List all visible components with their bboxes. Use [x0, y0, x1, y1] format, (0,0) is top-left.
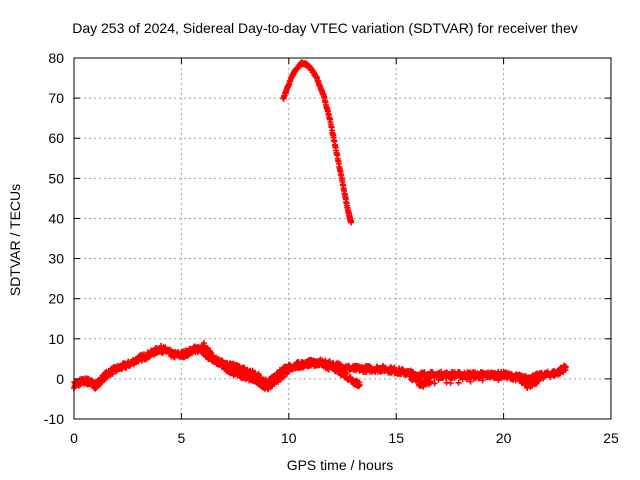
data-point [562, 363, 569, 370]
series-spike-trace [280, 59, 355, 226]
data-point [431, 380, 438, 387]
plot-border [73, 57, 612, 420]
data-points [71, 59, 569, 393]
data-point [257, 377, 264, 384]
y-tick-label: 0 [56, 371, 64, 387]
data-point [511, 373, 518, 380]
data-point [356, 381, 363, 388]
y-tick-label: 80 [48, 50, 64, 66]
data-point [319, 359, 326, 366]
x-tick-label: 20 [496, 430, 512, 446]
data-point [447, 379, 454, 386]
data-point [435, 376, 442, 383]
y-tick-label: 20 [48, 291, 64, 307]
data-point [491, 372, 498, 379]
chart-title: Day 253 of 2024, Sidereal Day-to-day VTE… [72, 20, 578, 36]
x-tick-label: 25 [603, 430, 619, 446]
data-point [337, 365, 344, 372]
data-point [325, 366, 332, 373]
data-point [427, 378, 434, 385]
data-point [439, 374, 446, 381]
data-point [300, 364, 307, 371]
y-tick-label: 40 [48, 210, 64, 226]
series-main-trace [71, 343, 569, 392]
data-point [503, 373, 510, 380]
y-tick-label: 60 [48, 130, 64, 146]
y-tick-label: 10 [48, 331, 64, 347]
tick-labels: 0 5 10 15 20 25 -10 0 10 20 30 40 50 60 70 80 [44, 50, 619, 446]
data-point [499, 371, 506, 378]
data-point [451, 374, 458, 381]
data-point [455, 379, 462, 386]
data-point [348, 219, 355, 226]
y-tick-label: 70 [48, 90, 64, 106]
y-tick-label: -10 [44, 411, 64, 427]
y-tick-label: 30 [48, 251, 64, 267]
data-point [534, 377, 541, 384]
data-point [495, 377, 502, 384]
x-tick-label: 15 [388, 430, 404, 446]
axis-ticks [73, 57, 612, 420]
x-tick-label: 0 [70, 430, 78, 446]
series-secondary-trace [199, 340, 363, 393]
series-late-blips [408, 371, 541, 391]
data-point [467, 378, 474, 385]
data-point [507, 375, 514, 382]
x-tick-label: 10 [281, 430, 297, 446]
y-axis-label: SDTVAR / TECUs [7, 184, 23, 296]
x-tick-label: 5 [178, 430, 186, 446]
data-point [265, 386, 272, 393]
data-point [475, 375, 482, 382]
y-tick-label: 50 [48, 170, 64, 186]
data-point [479, 377, 486, 384]
data-point [463, 376, 470, 383]
data-point [487, 374, 494, 381]
x-axis-label: GPS time / hours [287, 457, 394, 473]
